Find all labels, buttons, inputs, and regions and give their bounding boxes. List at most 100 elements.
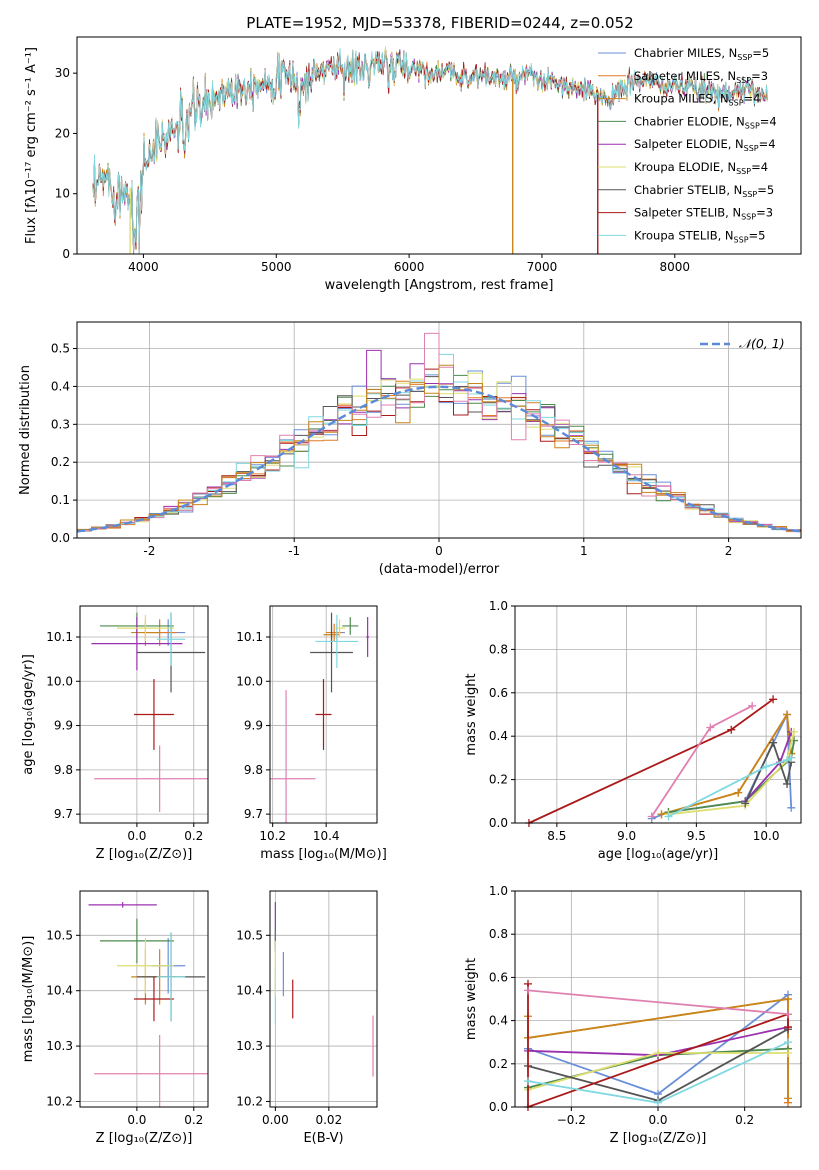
y-tick-label: 1.0 xyxy=(489,599,508,613)
weight-marker xyxy=(784,1023,792,1032)
x-tick-label: 0.2 xyxy=(184,1113,203,1127)
weight-marker xyxy=(727,725,736,734)
axes-frame xyxy=(269,605,378,824)
figure-title: PLATE=1952, MJD=53378, FIBERID=0244, z=0… xyxy=(246,14,633,32)
data-point xyxy=(156,612,186,666)
x-tick-label: 10.2 xyxy=(259,829,286,843)
weight-marker xyxy=(784,995,792,1003)
y-axis-label: mass weight xyxy=(464,673,479,755)
weight-marker xyxy=(784,1038,792,1047)
x-tick-label: 9.0 xyxy=(617,829,636,843)
y-tick-label: 0.4 xyxy=(489,1014,508,1028)
x-tick-label: 4000 xyxy=(128,260,159,274)
data-point xyxy=(334,619,345,637)
axes-age-mass: 10.2 10.4 9.7 9.8 9.9 10.0 10.1 mass [log₁₀(M/M… xyxy=(236,605,387,862)
weight-marker xyxy=(783,710,792,719)
x-tick-label: 1 xyxy=(580,544,588,558)
axes-weight-z: −0.2 0.0 0.2 0.0 0.2 0.4 0.6 0.8 1.0 Z [log₁₀(Z/Z… xyxy=(464,884,802,1146)
weight-marker xyxy=(524,1077,532,1086)
x-tick-label: 0.0 xyxy=(648,1113,667,1127)
weight-series xyxy=(527,989,789,1015)
x-tick-label: 0.0 xyxy=(127,1113,146,1127)
data-point xyxy=(116,614,174,642)
y-tick-label: 0.0 xyxy=(489,816,508,830)
y-tick-label: 10.3 xyxy=(46,1039,73,1053)
weight-marker xyxy=(748,701,757,710)
axes-frame xyxy=(79,890,209,1108)
weight-marker xyxy=(524,986,532,995)
weight-series xyxy=(661,711,793,816)
y-tick-label: 10.1 xyxy=(46,630,73,644)
y-tick-label: 10.2 xyxy=(236,1094,263,1108)
errorbars xyxy=(88,902,208,1107)
x-axis-label: (data-model)/error xyxy=(379,562,500,577)
x-tick-label: 5000 xyxy=(261,260,292,274)
weight-series xyxy=(528,698,774,824)
data-point xyxy=(270,690,316,823)
data-point xyxy=(91,617,183,671)
y-tick-label: 1.0 xyxy=(489,884,508,898)
axes-weight-age: 8.5 9.0 9.5 10.0 0.0 0.2 0.4 0.6 0.8 1.0 age [log₁… xyxy=(464,599,802,862)
y-tick-label: 0.0 xyxy=(489,1100,508,1114)
x-tick-label: 9.5 xyxy=(687,829,706,843)
data-point xyxy=(134,976,174,1022)
x-tick-label: 0.2 xyxy=(735,1113,754,1127)
axes-residuals: -2 -1 0 1 2 0.0 0.1 0.2 0.3 0.4 0.5 (data-model)/er… xyxy=(18,321,802,577)
weight-marker xyxy=(734,788,743,797)
y-tick-label: 0.4 xyxy=(489,729,508,743)
weight-marker xyxy=(784,1010,792,1019)
weight-marker xyxy=(784,1094,792,1103)
data-point xyxy=(315,614,359,668)
y-axis-label: mass weight xyxy=(464,958,479,1040)
legend-label: 𝒩(0, 1) xyxy=(739,336,785,351)
data-point xyxy=(99,918,174,963)
x-axis-label: Z [log₁₀(Z/Z⊙)] xyxy=(96,847,193,862)
spectrum-legend: Chabrier MILES, NSSP=5 Salpeter MILES, NS… xyxy=(598,46,777,244)
x-tick-label: 0.02 xyxy=(315,1113,342,1127)
weight-marker xyxy=(741,799,750,808)
legend-label: Kroupa STELIB, NSSP=5 xyxy=(634,228,765,244)
y-tick-label: 10.1 xyxy=(236,630,263,644)
y-tick-label: 9.8 xyxy=(244,763,263,777)
weight-marker xyxy=(769,738,778,747)
axes-mass-z: 0.0 0.2 10.2 10.3 10.4 10.5 Z [log₁₀(Z/Z⊙)] mas… xyxy=(21,890,209,1146)
x-axis-label: Z [log₁₀(Z/Z⊙)] xyxy=(610,1131,707,1146)
y-tick-label: 10.0 xyxy=(236,674,263,688)
x-tick-label: 8.5 xyxy=(547,829,566,843)
weight-marker xyxy=(647,812,656,821)
legend-label: Chabrier STELIB, NSSP=5 xyxy=(634,183,774,199)
y-tick-label: 10 xyxy=(55,187,70,201)
y-tick-label: 9.8 xyxy=(54,763,73,777)
x-tick-label: 7000 xyxy=(527,260,558,274)
data-point xyxy=(366,617,369,657)
axes-frame xyxy=(79,605,209,824)
weight-marker xyxy=(784,1049,792,1057)
x-tick-label: −0.2 xyxy=(557,1113,586,1127)
x-tick-label: -1 xyxy=(288,544,300,558)
legend-label: Chabrier MILES, NSSP=5 xyxy=(634,46,769,62)
x-axis-label: mass [log₁₀(M/M⊙)] xyxy=(260,847,387,862)
errorbars xyxy=(274,902,374,1077)
x-axis-label: Z [log₁₀(Z/Z⊙)] xyxy=(96,1131,193,1146)
y-tick-label: 0.8 xyxy=(489,927,508,941)
y-tick-label: 9.7 xyxy=(54,807,73,821)
y-tick-label: 0.5 xyxy=(51,342,70,356)
y-tick-label: 10.2 xyxy=(46,1094,73,1108)
weight-marker xyxy=(790,727,799,736)
spectrum-series xyxy=(92,48,768,253)
x-tick-label: 0.00 xyxy=(262,1113,289,1127)
x-tick-label: 8000 xyxy=(660,260,691,274)
x-axis-label: E(B-V) xyxy=(303,1131,343,1146)
y-tick-label: 0.1 xyxy=(51,493,70,507)
x-axis-label: age [log₁₀(age/yr)] xyxy=(598,847,719,862)
x-tick-label: 0.2 xyxy=(184,829,203,843)
y-tick-label: 0.0 xyxy=(51,531,70,545)
y-tick-label: 10.5 xyxy=(236,928,263,942)
legend-label: Kroupa MILES, NSSP=4 xyxy=(634,92,760,108)
x-tick-label: 10.4 xyxy=(313,829,340,843)
weight-lines xyxy=(524,979,792,1111)
weight-series xyxy=(668,757,792,818)
y-tick-label: 10.4 xyxy=(46,984,73,998)
y-tick-label: 0.3 xyxy=(51,417,70,431)
